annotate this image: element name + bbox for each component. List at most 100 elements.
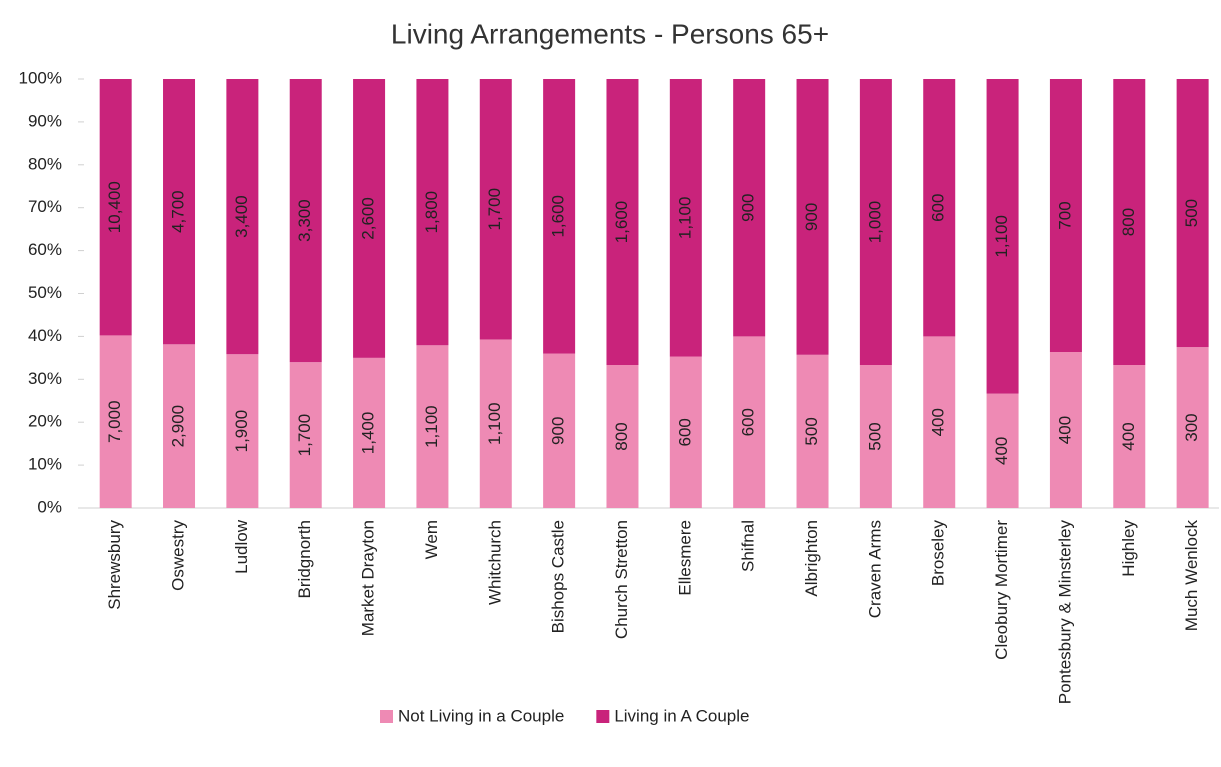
data-label: 1,600 bbox=[612, 201, 631, 244]
bar-segment bbox=[606, 79, 639, 365]
y-tick-label: 60% bbox=[28, 240, 62, 259]
data-label: 10,400 bbox=[105, 181, 124, 233]
x-tick-label: Shifnal bbox=[739, 520, 758, 572]
bar-segment bbox=[986, 393, 1019, 508]
x-tick-label: Whitchurch bbox=[485, 520, 504, 605]
y-tick-label: 70% bbox=[28, 197, 62, 216]
bar-segment bbox=[1176, 347, 1209, 508]
bar-segment bbox=[1049, 79, 1082, 352]
x-tick-label: Cleobury Mortimer bbox=[992, 520, 1011, 660]
y-tick-label: 30% bbox=[28, 369, 62, 388]
x-tick-label: Bishops Castle bbox=[549, 520, 568, 633]
data-label: 1,000 bbox=[865, 201, 884, 244]
data-label: 600 bbox=[929, 194, 948, 222]
data-label: 600 bbox=[675, 418, 694, 446]
data-label: 1,100 bbox=[485, 402, 504, 445]
data-label: 600 bbox=[739, 408, 758, 436]
bar-segment bbox=[479, 339, 512, 508]
data-label: 400 bbox=[1119, 422, 1138, 450]
x-tick-label: Craven Arms bbox=[865, 520, 884, 618]
bar-segment bbox=[163, 344, 196, 508]
data-label: 1,100 bbox=[992, 215, 1011, 258]
data-label: 1,900 bbox=[232, 410, 251, 453]
bar-segment bbox=[796, 354, 829, 508]
legend-label: Not Living in a Couple bbox=[398, 706, 564, 725]
bar-segment bbox=[416, 79, 449, 346]
bar-segment bbox=[353, 357, 386, 508]
data-label: 300 bbox=[1182, 413, 1201, 441]
bar-segment bbox=[543, 353, 576, 508]
bar-segment bbox=[1176, 79, 1209, 348]
legend-swatch bbox=[596, 710, 610, 723]
x-tick-label: Wem bbox=[422, 520, 441, 559]
bar-segment bbox=[733, 79, 766, 337]
data-label: 500 bbox=[802, 417, 821, 445]
data-label: 500 bbox=[1182, 199, 1201, 227]
bar-segment bbox=[99, 79, 132, 336]
data-label: 1,700 bbox=[485, 188, 504, 231]
y-tick-label: 0% bbox=[37, 497, 62, 516]
x-tick-label: Much Wenlock bbox=[1182, 520, 1201, 632]
data-label: 400 bbox=[1055, 416, 1074, 444]
x-tick-label: Pontesbury & Minsterley bbox=[1055, 520, 1074, 705]
bar-segment bbox=[289, 362, 322, 508]
y-tick-label: 50% bbox=[28, 283, 62, 302]
bar-segment bbox=[1049, 352, 1082, 508]
data-label: 900 bbox=[739, 194, 758, 222]
data-label: 400 bbox=[929, 408, 948, 436]
data-label: 1,100 bbox=[422, 405, 441, 448]
x-tick-label: Albrighton bbox=[802, 520, 821, 597]
y-tick-label: 80% bbox=[28, 154, 62, 173]
x-tick-label: Bridgnorth bbox=[295, 520, 314, 598]
data-label: 700 bbox=[1055, 201, 1074, 229]
data-label: 800 bbox=[1119, 208, 1138, 236]
x-tick-label: Market Drayton bbox=[359, 520, 378, 636]
data-label: 1,600 bbox=[549, 195, 568, 238]
bar-segment bbox=[923, 336, 956, 508]
x-tick-label: Church Stretton bbox=[612, 520, 631, 639]
data-label: 1,800 bbox=[422, 191, 441, 234]
x-tick-label: Highley bbox=[1119, 520, 1138, 577]
bar-segment bbox=[733, 336, 766, 508]
data-label: 7,000 bbox=[105, 400, 124, 443]
bar-segment bbox=[669, 79, 702, 357]
x-tick-label: Ellesmere bbox=[675, 520, 694, 596]
x-tick-label: Oswestry bbox=[169, 520, 188, 591]
data-label: 3,400 bbox=[232, 195, 251, 238]
data-label: 3,300 bbox=[295, 199, 314, 242]
bar-segment bbox=[543, 79, 576, 354]
y-tick-label: 90% bbox=[28, 111, 62, 130]
data-label: 800 bbox=[612, 422, 631, 450]
bar-segment bbox=[1113, 79, 1146, 365]
y-tick-label: 100% bbox=[19, 68, 62, 87]
legend-swatch bbox=[380, 710, 393, 723]
bar-segment bbox=[859, 79, 892, 365]
y-tick-label: 10% bbox=[28, 455, 62, 474]
bar-segment bbox=[99, 335, 132, 508]
bar-segment bbox=[859, 365, 892, 508]
bar-segment bbox=[923, 79, 956, 337]
bar-segment bbox=[226, 354, 259, 508]
bar-segment bbox=[353, 79, 386, 358]
data-label: 2,900 bbox=[169, 405, 188, 448]
x-tick-label: Shrewsbury bbox=[105, 520, 124, 610]
bar-segment bbox=[289, 79, 322, 363]
chart-title: Living Arrangements - Persons 65+ bbox=[391, 18, 829, 49]
data-label: 1,400 bbox=[359, 412, 378, 455]
data-label: 2,600 bbox=[359, 197, 378, 240]
legend-label: Living in A Couple bbox=[614, 706, 749, 725]
data-label: 400 bbox=[992, 437, 1011, 465]
data-label: 900 bbox=[549, 417, 568, 445]
data-label: 900 bbox=[802, 203, 821, 231]
y-tick-label: 20% bbox=[28, 412, 62, 431]
bar-segment bbox=[796, 79, 829, 355]
bar-segment bbox=[986, 79, 1019, 394]
data-label: 500 bbox=[865, 422, 884, 450]
bar-segment bbox=[416, 345, 449, 508]
data-label: 1,700 bbox=[295, 414, 314, 457]
bar-segment bbox=[606, 365, 639, 508]
y-tick-label: 40% bbox=[28, 326, 62, 345]
data-label: 4,700 bbox=[169, 190, 188, 233]
bar-segment bbox=[163, 79, 196, 345]
